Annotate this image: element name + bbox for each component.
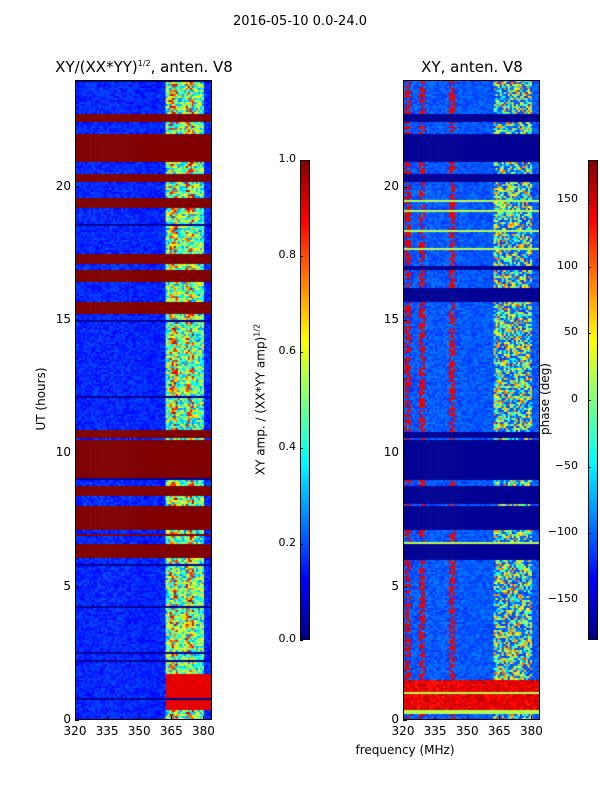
amp-ylabel: UT (hours)	[34, 367, 48, 431]
x-tick-label: 380	[519, 724, 543, 738]
colorbar-tick-mark	[300, 352, 303, 353]
colorbar-tick-label: 0	[571, 392, 578, 405]
colorbar-tick-mark	[300, 544, 303, 545]
colorbar-tick-mark	[588, 400, 591, 401]
colorbar-tick-label: −50	[554, 458, 578, 472]
y-tick-label: 5	[391, 578, 399, 593]
x-tick-mark	[203, 716, 205, 720]
y-tick-mark	[403, 586, 407, 588]
x-tick-label: 335	[423, 724, 447, 738]
x-tick-label: 380	[191, 724, 215, 738]
amp-title-sup: 1/2	[137, 59, 151, 68]
colorbar-tick-mark	[588, 200, 591, 201]
x-tick-label: 350	[455, 724, 479, 738]
phase-colorbar	[588, 160, 598, 640]
phase-panel-title: XY, anten. V8	[421, 58, 523, 76]
x-tick-mark	[403, 716, 404, 720]
y-tick-mark	[403, 320, 407, 321]
colorbar-tick-label: 100	[557, 258, 578, 272]
x-tick-label: 320	[391, 724, 415, 738]
phase-heatmap	[403, 80, 540, 720]
x-tick-label: 365	[159, 724, 183, 738]
colorbar-tick-mark	[300, 160, 303, 161]
colorbar-tick-mark	[588, 333, 591, 335]
amp-colorbar-label-text: XY amp. / (XX*YY amp)	[253, 336, 268, 476]
y-tick-mark	[75, 720, 79, 721]
colorbar-tick-mark	[588, 600, 591, 601]
y-tick-label: 10	[55, 445, 71, 460]
x-tick-mark	[499, 716, 501, 720]
y-tick-label: 20	[383, 178, 399, 193]
colorbar-tick-label: 1.0	[278, 152, 297, 165]
x-tick-mark	[171, 716, 173, 720]
colorbar-tick-mark	[588, 266, 591, 268]
colorbar-tick-label: 0.4	[278, 440, 297, 453]
y-tick-label: 0	[391, 712, 399, 726]
x-tick-mark	[467, 716, 469, 720]
colorbar-tick-label: 0.6	[278, 344, 297, 357]
xlabel: frequency (MHz)	[355, 743, 455, 757]
y-tick-mark	[75, 453, 79, 455]
colorbar-tick-label: 0.8	[278, 248, 297, 261]
y-tick-mark	[75, 186, 79, 188]
colorbar-tick-mark	[300, 448, 303, 449]
x-tick-mark	[107, 716, 109, 720]
y-tick-label: 0	[63, 712, 71, 726]
colorbar-tick-label: 0.2	[278, 536, 297, 549]
x-tick-mark	[139, 716, 141, 720]
x-tick-label: 320	[63, 724, 87, 738]
colorbar-tick-mark	[588, 466, 591, 468]
y-tick-label: 15	[383, 312, 399, 326]
y-tick-mark	[75, 320, 79, 321]
colorbar-tick-label: −100	[547, 525, 578, 539]
y-tick-mark	[403, 453, 407, 455]
y-tick-label: 5	[63, 578, 71, 593]
amp-title-text: XY/(XX*YY)	[55, 58, 138, 76]
x-tick-mark	[75, 716, 76, 720]
figure-title: 2016-05-10 0.0-24.0	[233, 14, 367, 29]
colorbar-tick-mark	[588, 533, 591, 535]
y-tick-label: 10	[383, 445, 399, 460]
colorbar-tick-mark	[300, 256, 303, 257]
x-tick-label: 365	[487, 724, 511, 738]
amp-heatmap	[75, 80, 212, 720]
x-tick-mark	[435, 716, 437, 720]
x-tick-label: 335	[95, 724, 119, 738]
colorbar-tick-label: −150	[547, 592, 578, 605]
x-tick-label: 350	[127, 724, 151, 738]
amp-colorbar-label-sup: 1/2	[252, 323, 262, 337]
amp-title-suffix: , anten. V8	[150, 58, 233, 76]
amp-colorbar-label: XY amp. / (XX*YY amp)1/2	[253, 300, 268, 500]
colorbar-tick-label: 50	[564, 325, 578, 339]
y-tick-label: 20	[55, 178, 71, 193]
x-tick-mark	[531, 716, 533, 720]
amp-colorbar	[300, 160, 310, 640]
y-tick-label: 15	[55, 312, 71, 326]
y-tick-mark	[403, 186, 407, 188]
amp-panel-title: XY/(XX*YY)1/2, anten. V8	[30, 58, 258, 76]
y-tick-mark	[403, 720, 407, 721]
colorbar-tick-label: 150	[557, 192, 578, 205]
colorbar-tick-label: 0.0	[278, 632, 297, 645]
colorbar-tick-mark	[300, 640, 303, 641]
y-tick-mark	[75, 586, 79, 588]
